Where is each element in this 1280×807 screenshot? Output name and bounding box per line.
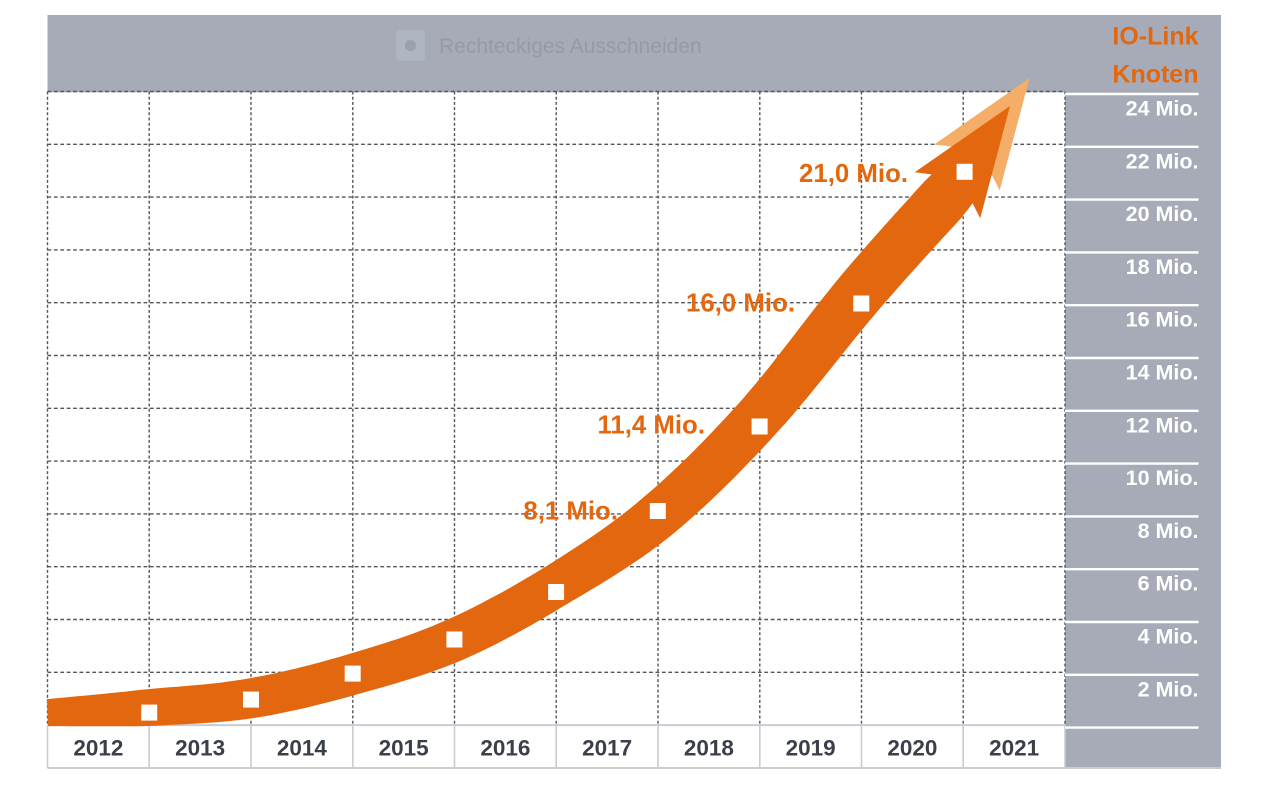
svg-text:16 Mio.: 16 Mio. [1126, 308, 1199, 332]
svg-text:2015: 2015 [379, 736, 429, 761]
svg-text:14 Mio.: 14 Mio. [1126, 361, 1199, 385]
svg-text:21,0 Mio.: 21,0 Mio. [799, 160, 908, 188]
svg-text:2016: 2016 [480, 736, 530, 761]
svg-text:2020: 2020 [887, 736, 937, 761]
svg-text:22 Mio.: 22 Mio. [1126, 149, 1199, 173]
svg-text:2 Mio.: 2 Mio. [1138, 677, 1199, 701]
svg-text:2012: 2012 [73, 736, 123, 761]
svg-text:24 Mio.: 24 Mio. [1126, 97, 1199, 121]
svg-text:12 Mio.: 12 Mio. [1126, 413, 1199, 437]
svg-text:16,0 Mio.: 16,0 Mio. [686, 290, 795, 318]
svg-text:10 Mio.: 10 Mio. [1126, 466, 1199, 490]
svg-text:2017: 2017 [582, 736, 632, 761]
svg-text:8,1 Mio.: 8,1 Mio. [523, 498, 618, 526]
svg-text:2014: 2014 [277, 736, 328, 761]
svg-text:IO-Link: IO-Link [1112, 23, 1198, 51]
svg-text:18 Mio.: 18 Mio. [1126, 255, 1199, 279]
svg-text:Knoten: Knoten [1112, 61, 1198, 89]
svg-text:Rechteckiges Ausschneiden: Rechteckiges Ausschneiden [439, 35, 702, 58]
svg-text:2019: 2019 [786, 736, 836, 761]
svg-text:20 Mio.: 20 Mio. [1126, 202, 1199, 226]
svg-text:2018: 2018 [684, 736, 734, 761]
svg-text:4 Mio.: 4 Mio. [1138, 625, 1199, 649]
svg-text:11,4 Mio.: 11,4 Mio. [597, 412, 705, 440]
svg-text:2021: 2021 [989, 736, 1039, 761]
svg-text:6 Mio.: 6 Mio. [1138, 572, 1199, 596]
svg-text:8 Mio.: 8 Mio. [1138, 519, 1199, 543]
svg-text:2013: 2013 [175, 736, 225, 761]
